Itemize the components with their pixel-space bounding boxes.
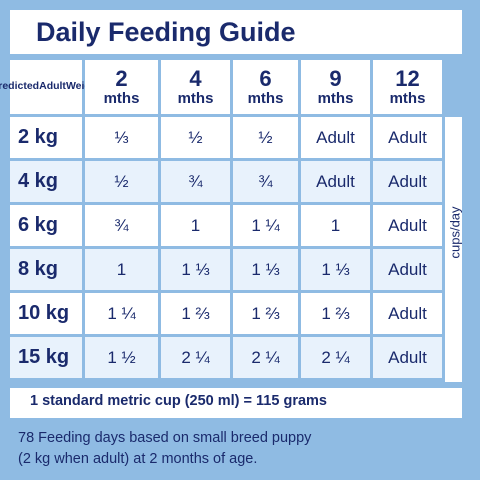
corner-label-line: Predicted	[0, 80, 40, 93]
column-header: 6 mths	[233, 60, 301, 117]
corner-header: Predicted Adult Weight	[0, 60, 101, 117]
table-row: 6 kg ¾ 1 1 ¼ 1 Adult	[10, 205, 462, 249]
table-row: 2 kg ⅓ ½ ½ Adult Adult	[10, 117, 462, 161]
table-row: 10 kg 1 ¼ 1 ⅔ 1 ⅔ 1 ⅔ Adult	[10, 293, 462, 337]
weight-cell: 8 kg	[10, 249, 85, 293]
value-cell: 1 ⅔	[301, 293, 373, 337]
conversion-bar	[10, 388, 462, 418]
column-number: 6	[259, 66, 272, 92]
column-header: 12 mths	[373, 60, 445, 117]
column-unit: mths	[247, 89, 284, 107]
side-strip	[445, 117, 462, 382]
value-cell: 1 ⅔	[161, 293, 233, 337]
column-unit: mths	[389, 89, 426, 107]
column-number: 2	[115, 66, 128, 92]
corner-label-line: Adult	[39, 80, 66, 93]
value-cell: ¾	[233, 161, 301, 205]
value-cell: Adult	[373, 249, 445, 293]
column-header: 9 mths	[301, 60, 373, 117]
value-cell: Adult	[373, 117, 445, 161]
value-cell: 1	[301, 205, 373, 249]
value-cell: 1 ½	[85, 337, 161, 381]
column-header: 2 mths	[85, 60, 161, 117]
weight-cell: 15 kg	[10, 337, 85, 381]
weight-cell: 10 kg	[10, 293, 85, 337]
unit-side-label: cups/day	[447, 206, 463, 259]
value-cell: 2 ¼	[233, 337, 301, 381]
value-cell: ½	[85, 161, 161, 205]
table-row: 4 kg ½ ¾ ¾ Adult Adult	[10, 161, 462, 205]
table-row: 8 kg 1 1 ⅓ 1 ⅓ 1 ⅓ Adult	[10, 249, 462, 293]
column-number: 9	[329, 66, 342, 92]
value-cell: 1 ⅓	[301, 249, 373, 293]
value-cell: 1 ¼	[85, 293, 161, 337]
footnote-line: 78 Feeding days based on small breed pup…	[18, 430, 312, 446]
title-bar	[10, 10, 462, 54]
value-cell: 2 ¼	[301, 337, 373, 381]
column-unit: mths	[177, 89, 214, 107]
weight-cell: 2 kg	[10, 117, 85, 161]
value-cell: 1 ⅓	[233, 249, 301, 293]
value-cell: 2 ¼	[161, 337, 233, 381]
value-cell: 1	[161, 205, 233, 249]
column-unit: mths	[317, 89, 354, 107]
value-cell: 1	[85, 249, 161, 293]
footnote: 78 Feeding days based on small breed pup…	[18, 428, 311, 470]
cup-conversion-text: 1 standard metric cup (250 ml) = 115 gra…	[30, 393, 327, 409]
value-cell: Adult	[373, 293, 445, 337]
value-cell: Adult	[301, 161, 373, 205]
value-cell: Adult	[373, 205, 445, 249]
value-cell: ½	[233, 117, 301, 161]
value-cell: ¾	[161, 161, 233, 205]
value-cell: 1 ¼	[233, 205, 301, 249]
column-number: 12	[395, 66, 420, 92]
column-header: 4 mths	[161, 60, 233, 117]
footnote-line: (2 kg when adult) at 2 months of age.	[18, 451, 258, 467]
value-cell: 1 ⅔	[233, 293, 301, 337]
value-cell: Adult	[373, 337, 445, 381]
column-number: 4	[189, 66, 202, 92]
page-title: Daily Feeding Guide	[36, 17, 296, 47]
value-cell: 1 ⅓	[161, 249, 233, 293]
value-cell: ⅓	[85, 117, 161, 161]
weight-cell: 6 kg	[10, 205, 85, 249]
weight-cell: 4 kg	[10, 161, 85, 205]
column-unit: mths	[103, 89, 140, 107]
value-cell: ¾	[85, 205, 161, 249]
corner-label-line: Weight	[65, 80, 101, 93]
value-cell: Adult	[373, 161, 445, 205]
value-cell: ½	[161, 117, 233, 161]
value-cell: Adult	[301, 117, 373, 161]
table-row: 15 kg 1 ½ 2 ¼ 2 ¼ 2 ¼ Adult	[10, 337, 462, 381]
